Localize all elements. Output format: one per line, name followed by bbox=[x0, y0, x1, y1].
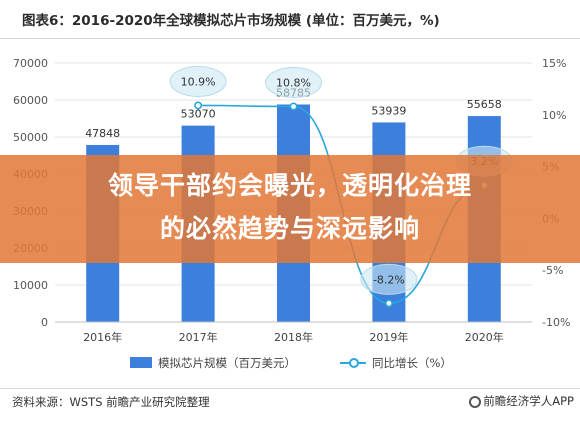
bar-value-label: 55658 bbox=[467, 98, 502, 111]
left-tick-label: 10000 bbox=[13, 279, 48, 292]
source-note: 资料来源：WSTS 前瞻产业研究院整理 bbox=[12, 395, 210, 409]
right-tick-label: 15% bbox=[542, 57, 566, 70]
right-tick-label: -10% bbox=[542, 316, 570, 329]
legend-bar-label: 模拟芯片规模（百万美元） bbox=[158, 356, 296, 370]
growth-value-label: 10.8% bbox=[276, 77, 311, 90]
legend-bar-swatch bbox=[130, 357, 152, 368]
bar-value-label: 53939 bbox=[371, 104, 406, 117]
source-divider bbox=[0, 388, 580, 389]
left-tick-label: 60000 bbox=[13, 94, 48, 107]
left-tick-label: 70000 bbox=[13, 57, 48, 70]
growth-label-bubble bbox=[360, 263, 418, 295]
left-tick-label: 50000 bbox=[13, 131, 48, 144]
x-tick-label: 2020年 bbox=[465, 330, 504, 344]
legend-line-label: 同比增长（%） bbox=[372, 356, 452, 370]
bar-value-label: 47848 bbox=[85, 127, 120, 140]
x-tick-label: 2017年 bbox=[179, 330, 218, 344]
growth-point bbox=[194, 101, 203, 110]
overlay-banner-text: 领导干部约会曝光，透明化治理 的必然趋势与深远影响 bbox=[0, 164, 580, 250]
chart-title: 图表6：2016-2020年全球模拟芯片市场规模 (单位：百万美元，%) bbox=[22, 13, 440, 29]
banner-line-1: 领导干部约会曝光，透明化治理 bbox=[107, 171, 472, 200]
overlay-banner bbox=[0, 155, 580, 263]
growth-label-bubble bbox=[265, 67, 322, 99]
right-tick-label: 10% bbox=[542, 109, 566, 122]
growth-value-label: -8.2% bbox=[373, 273, 405, 286]
growth-point bbox=[289, 102, 298, 111]
publisher-logo: 前瞻经济学人APP bbox=[469, 393, 574, 409]
x-axis: 2016年 2017年 2018年 2019年 2020年 bbox=[55, 321, 532, 344]
bar-value-label: 53070 bbox=[181, 108, 216, 121]
left-tick-label: 0 bbox=[41, 316, 48, 329]
growth-value-label: 10.9% bbox=[181, 75, 216, 88]
x-tick-label: 2016年 bbox=[83, 330, 122, 344]
growth-label-bubble bbox=[169, 65, 227, 97]
x-tick-label: 2019年 bbox=[369, 330, 408, 344]
x-tick-label: 2018年 bbox=[274, 330, 313, 344]
logo-text: 前瞻经济学人APP bbox=[483, 394, 574, 408]
logo-icon bbox=[469, 396, 482, 408]
title-divider bbox=[0, 38, 580, 39]
right-tick-label: -5% bbox=[542, 264, 563, 277]
legend-line-swatch bbox=[340, 357, 366, 368]
legend-bar-entry: 模拟芯片规模（百万美元） bbox=[130, 355, 296, 371]
growth-point bbox=[384, 299, 393, 308]
legend-line-entry: 同比增长（%） bbox=[340, 355, 452, 371]
banner-line-2: 的必然趋势与深远影响 bbox=[159, 214, 420, 243]
